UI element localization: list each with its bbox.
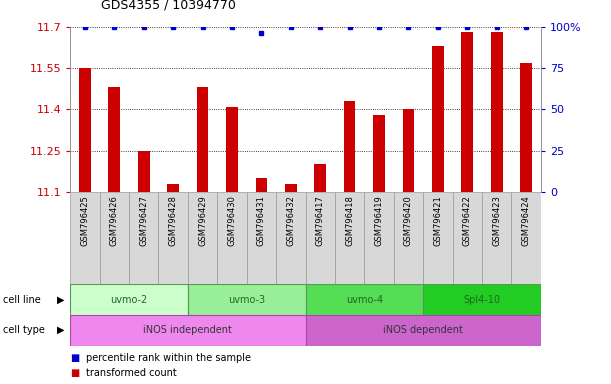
Text: ▶: ▶ <box>57 295 64 305</box>
Bar <box>158 192 188 284</box>
Text: GSM796420: GSM796420 <box>404 195 413 245</box>
Text: GSM796425: GSM796425 <box>81 195 89 245</box>
Bar <box>511 192 541 284</box>
Text: ■: ■ <box>70 353 79 363</box>
Text: uvmo-4: uvmo-4 <box>346 295 383 305</box>
Text: GSM796430: GSM796430 <box>227 195 236 246</box>
Bar <box>520 63 532 192</box>
Bar <box>393 192 423 284</box>
Text: GSM796432: GSM796432 <box>287 195 295 246</box>
Bar <box>218 192 247 284</box>
Bar <box>432 46 444 192</box>
Text: uvmo-3: uvmo-3 <box>228 295 265 305</box>
Bar <box>70 284 188 315</box>
Bar <box>70 192 100 284</box>
Bar <box>482 192 511 284</box>
Bar <box>491 32 502 192</box>
Bar <box>314 164 326 192</box>
Bar <box>100 192 129 284</box>
Bar <box>70 315 306 346</box>
Bar <box>461 32 473 192</box>
Text: ■: ■ <box>70 368 79 378</box>
Bar <box>306 192 335 284</box>
Text: ▶: ▶ <box>57 325 64 335</box>
Text: GSM796422: GSM796422 <box>463 195 472 245</box>
Text: GSM796423: GSM796423 <box>492 195 501 246</box>
Bar <box>188 192 218 284</box>
Text: GSM796428: GSM796428 <box>169 195 178 246</box>
Text: GSM796421: GSM796421 <box>433 195 442 245</box>
Text: iNOS dependent: iNOS dependent <box>383 325 463 335</box>
Bar <box>129 192 158 284</box>
Bar <box>276 192 306 284</box>
Text: GSM796419: GSM796419 <box>375 195 384 245</box>
Bar <box>79 68 91 192</box>
Bar <box>344 101 356 192</box>
Text: GSM796427: GSM796427 <box>139 195 148 246</box>
Bar <box>226 107 238 192</box>
Bar <box>306 284 423 315</box>
Bar <box>285 184 297 192</box>
Bar <box>138 151 150 192</box>
Text: uvmo-2: uvmo-2 <box>111 295 148 305</box>
Text: GSM796417: GSM796417 <box>316 195 324 246</box>
Bar <box>335 192 364 284</box>
Bar <box>109 88 120 192</box>
Bar <box>247 192 276 284</box>
Bar <box>167 184 179 192</box>
Text: GSM796418: GSM796418 <box>345 195 354 246</box>
Bar <box>255 178 267 192</box>
Text: cell type: cell type <box>3 325 45 335</box>
Text: GDS4355 / 10394770: GDS4355 / 10394770 <box>101 0 236 12</box>
Bar <box>423 192 453 284</box>
Text: Spl4-10: Spl4-10 <box>463 295 500 305</box>
Text: cell line: cell line <box>3 295 41 305</box>
Bar <box>453 192 482 284</box>
Bar <box>403 109 414 192</box>
Bar <box>373 115 385 192</box>
Text: GSM796426: GSM796426 <box>110 195 119 246</box>
Bar <box>423 284 541 315</box>
Text: GSM796429: GSM796429 <box>198 195 207 245</box>
Text: iNOS independent: iNOS independent <box>144 325 232 335</box>
Bar <box>364 192 393 284</box>
Bar <box>188 284 306 315</box>
Bar <box>306 315 541 346</box>
Bar <box>197 88 208 192</box>
Text: GSM796424: GSM796424 <box>522 195 530 245</box>
Text: transformed count: transformed count <box>86 368 177 378</box>
Text: GSM796431: GSM796431 <box>257 195 266 246</box>
Text: percentile rank within the sample: percentile rank within the sample <box>86 353 251 363</box>
